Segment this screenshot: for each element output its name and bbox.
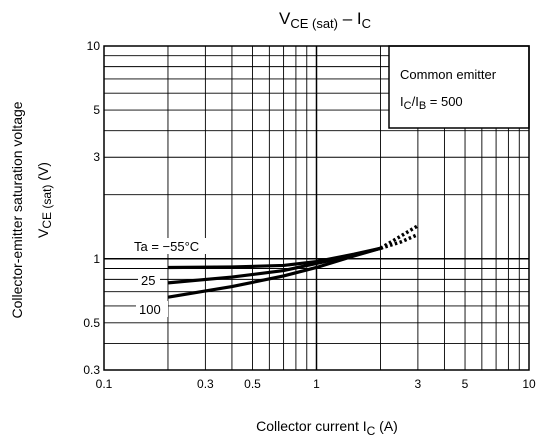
- series-label-bg-1: [131, 238, 223, 254]
- x-tick-label: 3: [415, 377, 422, 391]
- x-tick-label: 0.5: [244, 377, 261, 391]
- cond-ic: I: [400, 94, 404, 109]
- x-axis-title: Collector current IC (A): [256, 418, 398, 438]
- y-tick-label: 1: [93, 252, 100, 266]
- series-lines: [167, 224, 419, 299]
- title-sub: CE (sat): [290, 16, 338, 31]
- cond-ib-sub: B: [419, 100, 426, 112]
- x-tick-label: 10: [522, 377, 536, 391]
- y-tick-label: 0.5: [83, 316, 100, 330]
- series-labels: Ta = −55°C 25 100: [131, 238, 223, 317]
- y-axis-symbol: V: [35, 228, 51, 238]
- condition-box-frame: [388, 45, 530, 129]
- series-label-bg-3: [136, 301, 168, 317]
- condition-box: Common emitter IC/IB = 500: [388, 45, 530, 129]
- dotted-extension-1: [379, 232, 419, 250]
- y-axis-symbol-sub: CE (sat): [40, 185, 54, 229]
- x-tick-label: 1: [313, 377, 320, 391]
- y-tick-label: 3: [93, 150, 100, 164]
- condition-box-line1: Common emitter: [400, 67, 497, 82]
- x-tick-label: 5: [462, 377, 469, 391]
- x-axis-label-sub: C: [367, 424, 376, 438]
- plot-frame: [103, 45, 530, 371]
- x-axis-label: Collector current I: [256, 418, 366, 434]
- title-main: V: [279, 9, 291, 28]
- cond-ratio: = 500: [426, 94, 463, 109]
- title-rest: – I: [338, 9, 362, 28]
- series-label-25: 25: [141, 273, 155, 288]
- x-tick-label: 0.3: [197, 377, 214, 391]
- y-axis-title-line2: VCE (sat) (V): [35, 162, 54, 238]
- y-axis-title-line1: Collector-emitter saturation voltage: [9, 101, 25, 318]
- cond-ic-sub: C: [404, 100, 412, 112]
- x-tick-label: 0.1: [96, 377, 113, 391]
- y-tick-label: 0.3: [83, 363, 100, 377]
- x-axis-unit: (A): [375, 418, 398, 434]
- title-sub2: C: [362, 16, 371, 31]
- series-label-bg-2: [138, 272, 160, 288]
- dotted-extension-0: [379, 224, 419, 250]
- chart-title: VCE (sat) – IC: [279, 9, 371, 31]
- condition-box-line2: IC/IB = 500: [400, 94, 463, 112]
- cond-slash: /I: [412, 94, 419, 109]
- series-label-minus55: Ta = −55°C: [134, 239, 199, 254]
- y-tick-label: 5: [93, 103, 100, 117]
- series-line-2: [167, 246, 381, 299]
- series-label-100: 100: [139, 302, 161, 317]
- y-tick-label: 10: [87, 39, 101, 53]
- y-axis-unit: (V): [35, 162, 51, 185]
